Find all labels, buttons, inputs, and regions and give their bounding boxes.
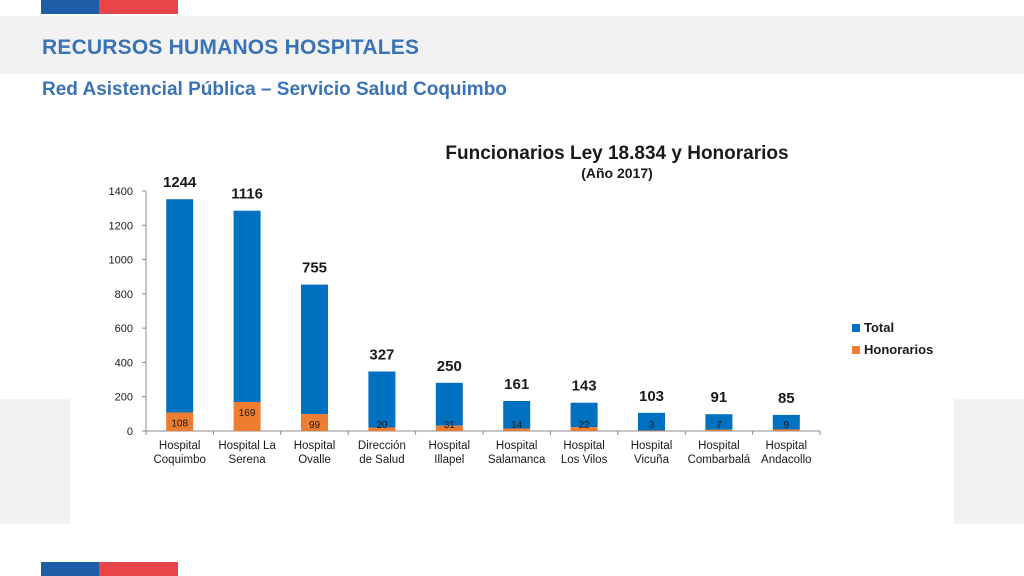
x-tick-label: Hospital xyxy=(563,440,605,452)
bar-honorarios xyxy=(368,427,396,431)
data-label-honorarios: 7 xyxy=(716,420,722,431)
y-tick-label: 800 xyxy=(115,289,133,301)
bar-total xyxy=(503,401,531,429)
bar-total xyxy=(570,402,598,428)
bar-honorarios xyxy=(301,414,328,431)
x-tick-label: Salamanca xyxy=(488,454,546,466)
bar-total xyxy=(368,371,396,428)
x-tick-label: Hospital xyxy=(698,440,740,452)
y-tick-label: 400 xyxy=(115,357,133,369)
y-tick-label: 1200 xyxy=(109,220,133,232)
bar-total xyxy=(705,414,733,430)
bar-total xyxy=(638,412,665,431)
bar-total xyxy=(772,414,800,430)
bottom-flag-bar xyxy=(41,562,178,576)
right-decor-block xyxy=(954,399,1024,524)
data-label-honorarios: 169 xyxy=(239,408,256,419)
data-label-honorarios: 31 xyxy=(444,420,456,431)
data-label-total: 1244 xyxy=(163,174,197,191)
data-label-total: 755 xyxy=(302,260,327,277)
x-tick-label: Hospital xyxy=(496,440,538,452)
data-label-honorarios: 9 xyxy=(784,420,790,431)
bar-honorarios xyxy=(705,429,733,431)
legend-label: Honorarios xyxy=(864,342,933,357)
chart-title: Funcionarios Ley 18.834 y Honorarios xyxy=(445,143,788,164)
bar-honorarios xyxy=(570,427,598,431)
bar-total xyxy=(435,382,463,426)
bar-honorarios xyxy=(772,429,800,431)
legend-label: Total xyxy=(864,320,894,335)
y-tick-label: 200 xyxy=(115,392,133,404)
data-label-honorarios: 3 xyxy=(649,420,655,431)
data-label-honorarios: 20 xyxy=(376,420,388,431)
x-tick-label: Serena xyxy=(229,454,267,466)
x-tick-label: Combarbalá xyxy=(688,454,751,466)
y-tick-label: 1000 xyxy=(109,255,133,267)
page-title: RECURSOS HUMANOS HOSPITALES xyxy=(42,36,420,59)
data-label-total: 143 xyxy=(572,378,597,395)
legend-swatch xyxy=(852,324,860,332)
title-band xyxy=(0,16,1024,74)
bar-total xyxy=(166,199,194,413)
x-tick-label: Hospital La xyxy=(218,440,276,452)
data-label-total: 1116 xyxy=(231,186,263,203)
x-tick-label: Los Vilos xyxy=(561,454,608,466)
data-label-total: 85 xyxy=(778,390,795,407)
data-label-honorarios: 108 xyxy=(171,418,188,429)
bar-honorarios xyxy=(435,425,463,431)
x-tick-label: Hospital xyxy=(631,440,673,452)
legend-swatch xyxy=(852,346,860,354)
data-label-total: 250 xyxy=(437,358,462,375)
flag-blue-segment xyxy=(41,562,99,576)
x-tick-label: Illapel xyxy=(434,454,464,466)
bar-total xyxy=(233,210,261,403)
flag-red-segment xyxy=(99,0,178,14)
x-tick-label: Hospital xyxy=(294,440,336,452)
data-label-honorarios: 99 xyxy=(309,420,321,431)
x-tick-label: Dirección xyxy=(358,440,406,452)
y-tick-label: 0 xyxy=(127,426,133,438)
x-tick-label: Hospital xyxy=(429,440,471,452)
data-label-honorarios: 22 xyxy=(579,420,591,431)
chart-subtitle: (Año 2017) xyxy=(581,165,653,181)
data-label-total: 327 xyxy=(369,347,394,364)
data-label-total: 103 xyxy=(639,388,664,405)
top-flag-bar xyxy=(41,0,178,14)
x-tick-label: de Salud xyxy=(359,454,404,466)
x-tick-label: Coquimbo xyxy=(153,454,205,466)
x-tick-label: Andacollo xyxy=(761,454,812,466)
y-tick-label: 600 xyxy=(115,323,133,335)
x-tick-label: Hospital xyxy=(766,440,808,452)
data-label-honorarios: 14 xyxy=(511,420,523,431)
flag-red-segment xyxy=(99,562,178,576)
x-tick-label: Ovalle xyxy=(298,454,331,466)
bar-honorarios xyxy=(233,402,261,431)
bar-honorarios xyxy=(166,412,194,431)
flag-blue-segment xyxy=(41,0,99,14)
page-subtitle: Red Asistencial Pública – Servicio Salud… xyxy=(42,79,507,100)
bar-honorarios xyxy=(638,430,665,431)
y-tick-label: 1400 xyxy=(109,186,133,198)
x-tick-label: Hospital xyxy=(159,440,201,452)
x-tick-label: Vicuña xyxy=(634,454,670,466)
left-decor-block xyxy=(0,399,70,524)
bar-honorarios xyxy=(503,428,531,431)
data-label-total: 91 xyxy=(711,389,728,406)
data-label-total: 161 xyxy=(504,376,529,393)
bar-total xyxy=(301,284,328,415)
